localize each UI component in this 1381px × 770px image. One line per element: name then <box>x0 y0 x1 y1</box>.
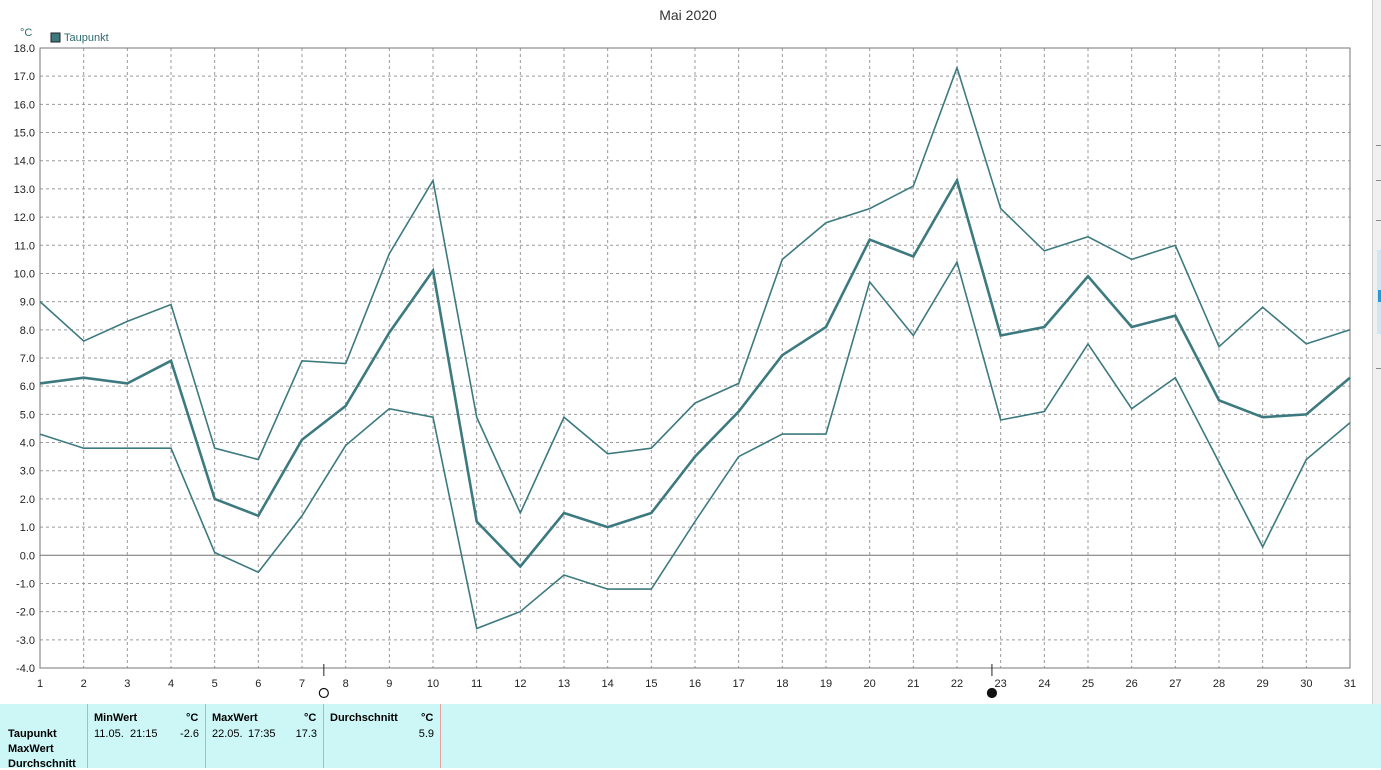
x-tick-label: 13 <box>558 678 570 690</box>
y-tick-label: 8.0 <box>20 325 35 337</box>
y-tick-label: 9.0 <box>20 297 35 309</box>
x-tick-label: 3 <box>124 678 130 690</box>
x-tick-label: 12 <box>514 678 526 690</box>
chart-title: Mai 2020 <box>659 7 717 23</box>
y-tick-label: 12.0 <box>14 212 35 224</box>
minwert-header: MinWert <box>94 712 138 724</box>
row-label-maxwert: MaxWert <box>8 743 54 755</box>
y-tick-label: -1.0 <box>16 578 35 590</box>
y-tick-label: 11.0 <box>14 240 35 252</box>
plot-frame <box>39 47 1351 669</box>
grid <box>39 47 1351 669</box>
y-tick-label: 6.0 <box>20 381 35 393</box>
series-line-average <box>39 177 1351 569</box>
y-tick-label: 16.0 <box>14 99 35 111</box>
series-line-max <box>39 65 1351 515</box>
x-tick-label: 1 <box>37 678 43 690</box>
y-tick-label: 10.0 <box>14 268 35 280</box>
maxwert-unit: °C <box>304 712 317 724</box>
y-tick-label: 0.0 <box>20 550 35 562</box>
x-tick-label: 21 <box>907 678 919 690</box>
right-scrollbar[interactable] <box>1372 0 1381 704</box>
x-tick-label: 2 <box>81 678 87 690</box>
full-moon-icon <box>318 687 329 699</box>
y-tick-label: 14.0 <box>14 156 35 168</box>
moon-phase-markers <box>318 664 998 699</box>
minwert-date: 11.05. <box>94 728 124 740</box>
minwert-value: -2.6 <box>180 728 199 740</box>
series-lines <box>39 65 1351 630</box>
x-tick-label: 6 <box>255 678 261 690</box>
y-tick-label: 3.0 <box>20 466 35 478</box>
x-tick-label: 18 <box>776 678 788 690</box>
x-tick-label: 14 <box>602 678 614 690</box>
x-tick-label: 22 <box>951 678 963 690</box>
y-tick-label: 5.0 <box>20 409 35 421</box>
x-tick-label: 9 <box>386 678 392 690</box>
y-tick-label: 7.0 <box>20 353 35 365</box>
x-axis-ticks: 1 2 3 4 5 6 7 8 9 10 11 12 13 14 15 16 17 18 19 20 21 22 23 24 2… <box>37 678 1356 690</box>
dewpoint-chart: Mai 2020 °C Taupunkt 18.017.016.015.014.… <box>14 7 1356 699</box>
x-tick-label: 8 <box>343 678 349 690</box>
minwert-unit: °C <box>186 712 199 724</box>
y-tick-label: 17.0 <box>14 71 35 83</box>
x-tick-label: 4 <box>168 678 174 690</box>
x-tick-label: 28 <box>1213 678 1225 690</box>
maxwert-header: MaxWert <box>212 712 258 724</box>
durchschnitt-unit: °C <box>421 712 434 724</box>
durchschnitt-value: 5.9 <box>418 728 434 740</box>
x-tick-label: 16 <box>689 678 701 690</box>
x-tick-label: 10 <box>427 678 439 690</box>
new-moon-icon <box>986 687 998 699</box>
y-tick-label: 1.0 <box>20 522 35 534</box>
x-tick-label: 7 <box>299 678 305 690</box>
y-tick-label: 18.0 <box>14 43 35 55</box>
maxwert-time: 17:35 <box>248 728 276 740</box>
x-tick-label: 20 <box>864 678 876 690</box>
x-tick-label: 25 <box>1082 678 1094 690</box>
x-tick-label: 26 <box>1126 678 1138 690</box>
y-axis-ticks: 18.0 17.0 16.0 15.0 14.0 13.0 12.0 11.0 10.0 9.0 8… <box>14 43 35 675</box>
x-tick-label: 29 <box>1257 678 1269 690</box>
x-tick-label: 15 <box>645 678 657 690</box>
legend-swatch <box>50 32 61 43</box>
statistics-panel: Taupunkt MaxWert Durchschnitt MinWert °C… <box>0 704 1381 770</box>
y-tick-label: -3.0 <box>16 635 35 647</box>
row-label-durchschnitt: Durchschnitt <box>8 758 76 770</box>
x-tick-label: 5 <box>212 678 218 690</box>
series-line-min <box>39 260 1351 630</box>
minwert-time: 21:15 <box>130 728 158 740</box>
y-tick-label: -2.0 <box>16 607 35 619</box>
durchschnitt-header: Durchschnitt <box>330 712 398 724</box>
y-tick-label: -4.0 <box>16 663 35 675</box>
x-tick-label: 19 <box>820 678 832 690</box>
x-tick-label: 27 <box>1169 678 1181 690</box>
y-axis-unit: °C <box>20 27 32 39</box>
x-tick-label: 24 <box>1038 678 1050 690</box>
x-tick-label: 31 <box>1344 678 1356 690</box>
x-tick-label: 11 <box>471 678 482 690</box>
y-tick-label: 4.0 <box>20 438 35 450</box>
x-tick-label: 23 <box>995 678 1007 690</box>
maxwert-date: 22.05. <box>212 728 243 740</box>
x-tick-label: 17 <box>733 678 745 690</box>
y-tick-label: 15.0 <box>14 128 35 140</box>
legend-label: Taupunkt <box>64 32 109 44</box>
maxwert-value: 17.3 <box>295 728 317 740</box>
y-tick-label: 13.0 <box>14 184 35 196</box>
y-tick-label: 2.0 <box>20 494 35 506</box>
x-tick-label: 30 <box>1300 678 1312 690</box>
row-label-taupunkt: Taupunkt <box>8 728 57 740</box>
